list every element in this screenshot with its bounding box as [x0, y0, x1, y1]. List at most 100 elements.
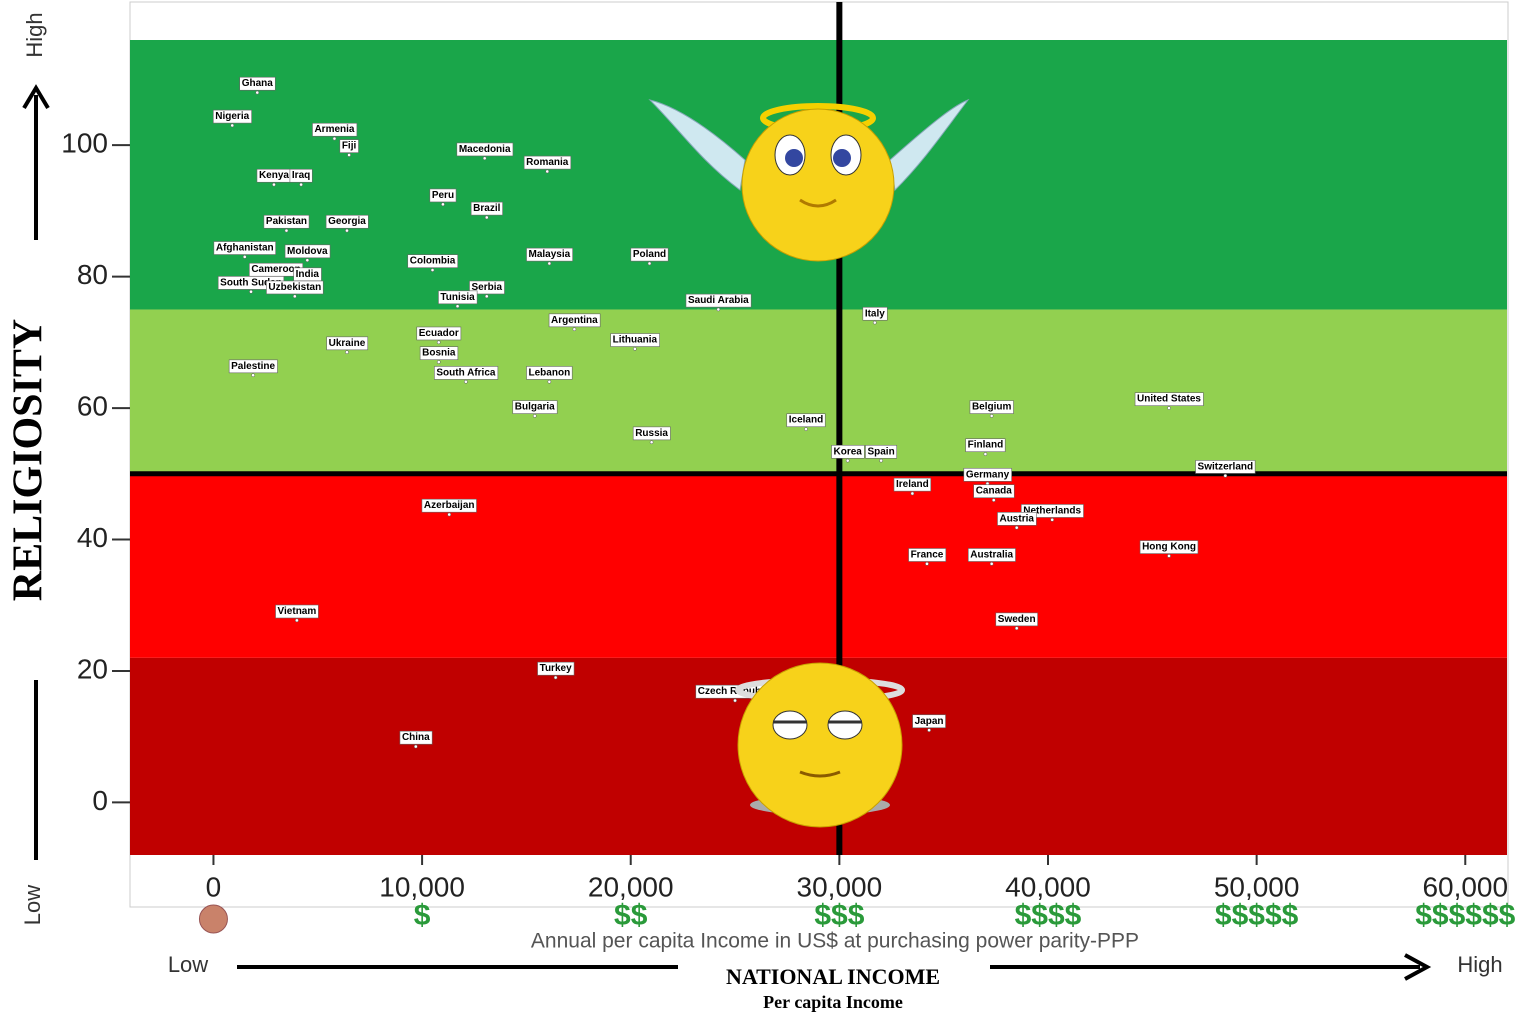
point-label: South Africa [434, 366, 499, 380]
y-axis-title: RELIGIOSITY [6, 319, 52, 601]
point [989, 561, 994, 566]
point-label-text: Australia [970, 549, 1013, 560]
point-label: Finland [965, 438, 1006, 453]
mouth [799, 770, 841, 778]
point [804, 427, 808, 431]
point [983, 452, 988, 456]
point-label-text: Hong Kong [1142, 542, 1196, 553]
point [1223, 473, 1228, 478]
point [284, 228, 289, 233]
point-label: Tunisia [438, 290, 478, 305]
point [484, 294, 489, 299]
point-label-box [213, 241, 276, 255]
point-label: Nigeria [212, 109, 252, 124]
point-label-text: Czech Republic [698, 686, 773, 697]
point-label: Spain [865, 444, 898, 459]
point-label-box [512, 400, 558, 414]
point [345, 228, 349, 233]
point-label: Bosnia [419, 346, 459, 360]
point-label-text: Ghana [242, 78, 274, 89]
point-label-text: Bulgaria [515, 402, 555, 413]
income-symbol: $$$$$$ [1415, 899, 1515, 932]
x-axis-label: Annual per capita Income in US$ at purch… [531, 930, 1139, 953]
point [547, 261, 552, 266]
point-label-text: Ukraine [329, 338, 366, 349]
coin [198, 904, 228, 934]
point [413, 744, 418, 749]
y-tick-label: 40 [77, 522, 108, 553]
point-label: Lebanon [526, 366, 573, 380]
point [295, 618, 299, 623]
point-label-text: Moldova [287, 246, 328, 257]
point-label-text: Kenya [259, 170, 289, 181]
x-tick-label: 60,000 [1422, 871, 1508, 902]
point [845, 458, 850, 463]
point-label: Netherlands [1020, 504, 1084, 518]
point [272, 182, 276, 187]
point-label: Korea [831, 444, 865, 459]
point [733, 698, 737, 703]
point-label-text: South Sudan [220, 277, 282, 288]
point-label: Iceland [786, 413, 826, 428]
face [741, 108, 895, 262]
income-symbol: $$ [614, 899, 648, 932]
point-label-box [630, 247, 669, 262]
point [879, 458, 883, 463]
point [927, 728, 931, 732]
point-label-text: Bosnia [422, 348, 456, 359]
y-arrowhead [22, 84, 50, 110]
point-label-text: Sweden [998, 614, 1036, 625]
point-label-box [969, 400, 1014, 414]
y-low: Low [20, 885, 45, 925]
point-label-text: Belgium [972, 402, 1012, 413]
point [464, 379, 468, 384]
point-label: Armenia [312, 122, 358, 137]
point [347, 153, 351, 157]
point [1014, 525, 1019, 530]
point-label: Pakistan [263, 214, 310, 229]
point-label-text: Korea [834, 446, 863, 457]
eye [827, 710, 863, 740]
point-label-text: Spain [867, 446, 894, 457]
point-label-text: Austria [999, 513, 1034, 524]
point [249, 289, 253, 294]
point-label: France [908, 548, 947, 562]
point-label-text: Lebanon [529, 367, 571, 378]
point-label-text: Peru [432, 190, 454, 201]
point [305, 258, 310, 263]
point-label-box [228, 359, 278, 374]
point-label-text: Palestine [231, 361, 275, 372]
point-label-text: Japan [915, 716, 944, 727]
point-label: Moldova [284, 244, 331, 259]
point [251, 373, 255, 378]
x-arrowhead [1404, 953, 1432, 981]
point-label-box [434, 366, 499, 380]
point [441, 202, 445, 207]
point-label-text: Tunisia [440, 292, 475, 303]
point-label: Macedonia [456, 142, 514, 157]
point-label-text: Turkey [540, 663, 572, 674]
point-label-text: India [296, 269, 320, 280]
angel-emoji [648, 98, 970, 262]
point [447, 512, 452, 517]
y-tick-label: 0 [92, 785, 108, 816]
point-label-box [548, 313, 601, 328]
point-label-text: Italy [865, 308, 885, 319]
point-label: Switzerland [1195, 460, 1256, 474]
point-label-text: Macedonia [459, 144, 511, 155]
point [547, 379, 552, 384]
point [1167, 406, 1171, 410]
point [1014, 626, 1019, 631]
point [482, 156, 487, 161]
point-label-box [275, 604, 319, 619]
point [647, 261, 652, 266]
point-label: Palestine [228, 359, 278, 374]
point-label-text: Germany [966, 469, 1010, 480]
point [649, 440, 654, 445]
point-label: Argentina [548, 313, 601, 328]
point-label: Belgium [969, 400, 1014, 414]
point [545, 169, 550, 174]
x-tick-label: 30,000 [797, 871, 883, 902]
point-label-box [456, 142, 514, 157]
point-label-text: Colombia [410, 256, 456, 267]
